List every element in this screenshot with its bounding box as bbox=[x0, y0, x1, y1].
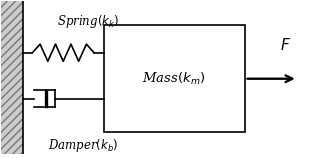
Text: Damper$(k_b)$: Damper$(k_b)$ bbox=[48, 137, 118, 154]
Bar bbox=[104, 25, 245, 132]
Bar bbox=[1, 1, 23, 154]
Text: Spring$(k_k)$: Spring$(k_k)$ bbox=[57, 13, 119, 30]
Text: $F$: $F$ bbox=[280, 37, 291, 53]
Text: Mass$(k_m)$: Mass$(k_m)$ bbox=[143, 71, 206, 87]
